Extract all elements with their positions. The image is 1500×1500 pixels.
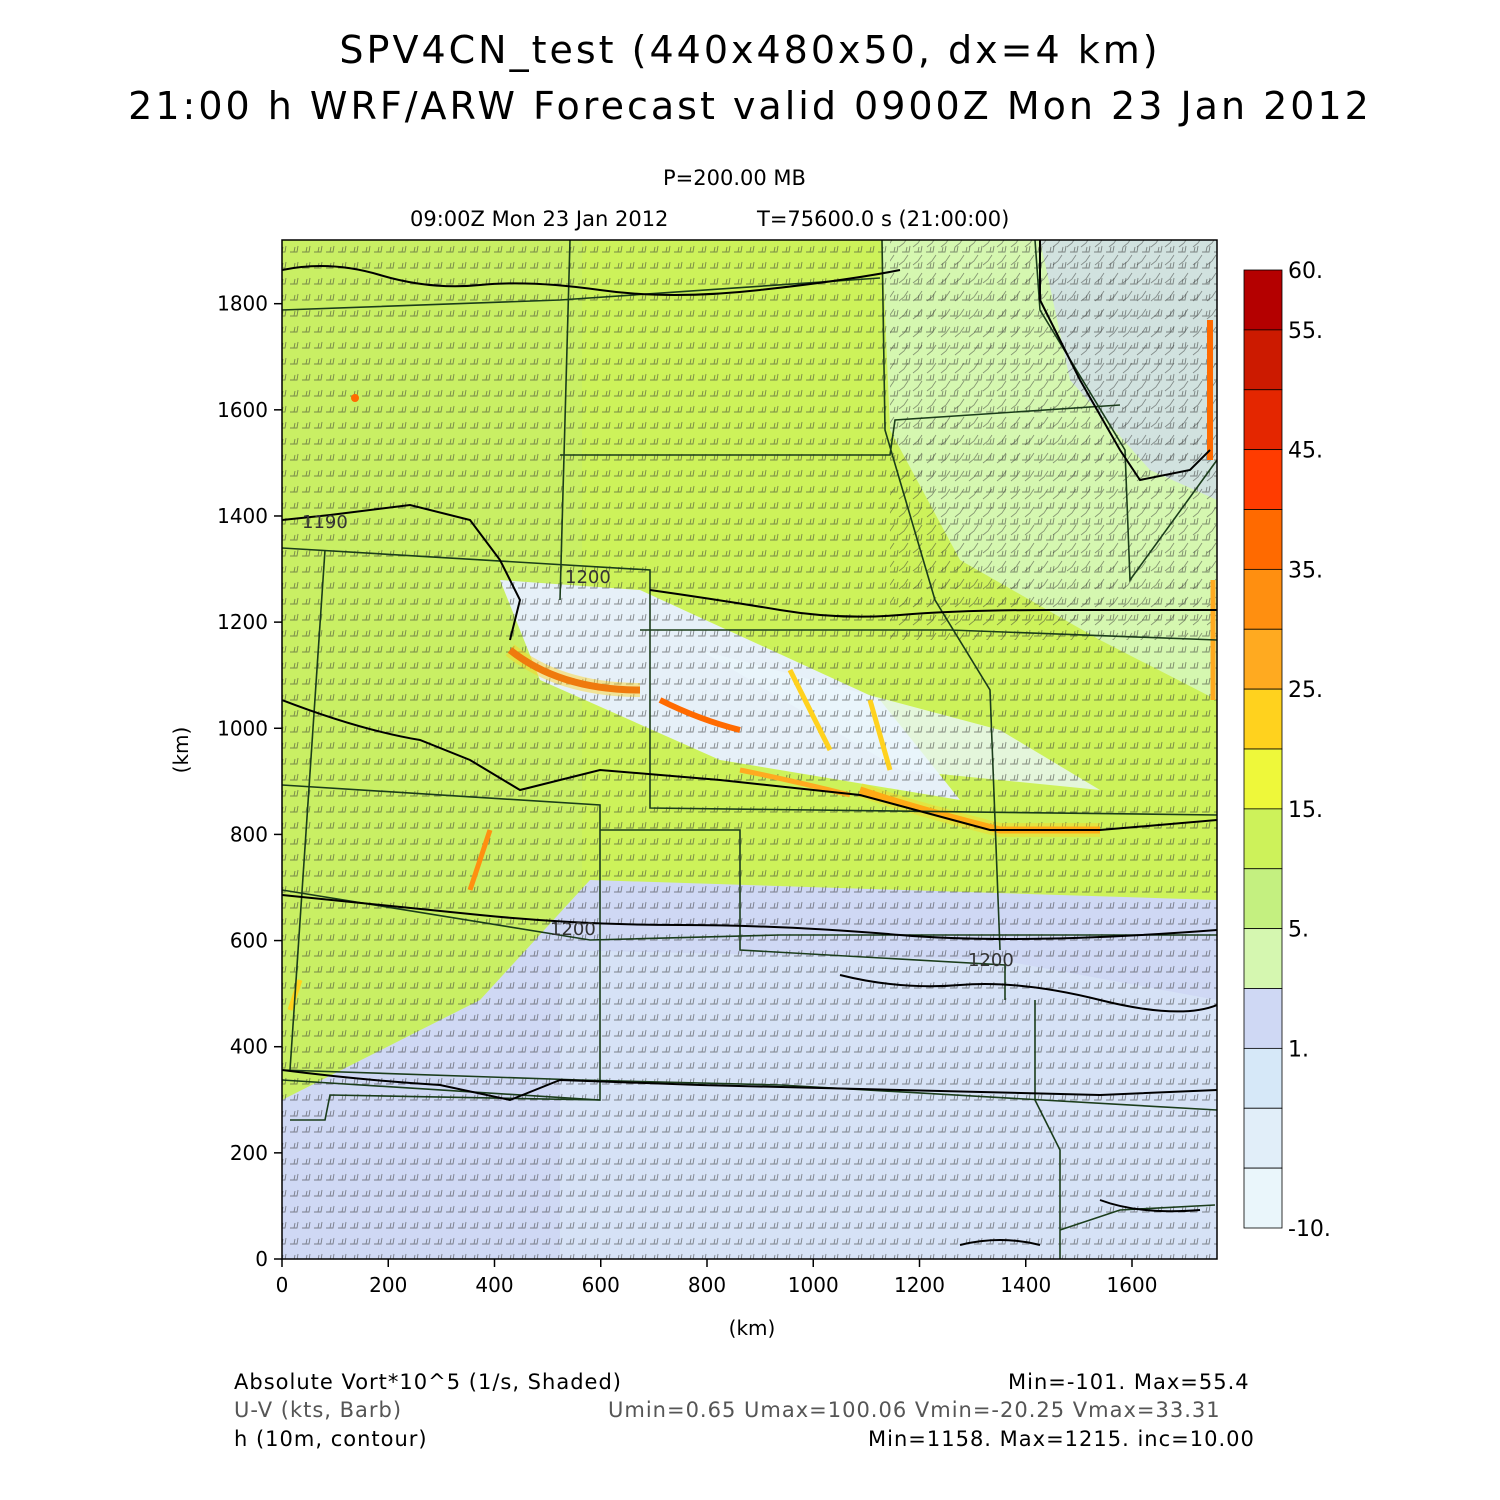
x-tick-label: 200 <box>369 1273 407 1297</box>
colorbar-swatch <box>1243 808 1283 870</box>
y-axis: 0 200 400 600 800 1000 1200 1400 1600 1800 <box>217 292 282 1271</box>
colorbar-labels: 60. 55. 45. 35. 25. 15. 5. 1. -10. <box>1288 259 1331 1242</box>
colorbar-label: 45. <box>1288 439 1323 464</box>
colorbar-swatch <box>1243 1107 1283 1169</box>
colorbar-swatch <box>1243 868 1283 930</box>
colorbar-label: 35. <box>1288 558 1323 583</box>
legend-stats-wind: Umin=0.65 Umax=100.06 Vmin=-20.25 Vmax=3… <box>608 1398 1221 1422</box>
legend-stats-vorticity: Min=-101. Max=55.4 <box>1008 1370 1250 1394</box>
y-tick-label: 1600 <box>217 398 268 422</box>
colorbar-swatch <box>1243 628 1283 690</box>
colorbar-swatch <box>1243 1167 1283 1229</box>
legend-field-vorticity: Absolute Vort*10^5 (1/s, Shaded) <box>234 1370 622 1394</box>
y-axis-label: (km) <box>169 727 193 774</box>
colorbar-swatch <box>1243 928 1283 989</box>
plot-frame <box>281 239 1218 1260</box>
colorbar-swatch <box>1243 748 1283 810</box>
colorbar-swatch <box>1243 988 1283 1049</box>
y-tick-label: 800 <box>230 822 268 846</box>
y-tick-label: 0 <box>255 1247 268 1271</box>
x-tick-label: 0 <box>276 1273 289 1297</box>
contour-label: 1200 <box>550 919 596 940</box>
vorticity-field <box>282 240 1217 1259</box>
y-tick-label: 1800 <box>217 292 268 316</box>
title-line-2: 21:00 h WRF/ARW Forecast valid 0900Z Mon… <box>128 84 1372 128</box>
colorbar-label: 15. <box>1288 798 1323 823</box>
colorbar-label: 60. <box>1288 259 1323 284</box>
valid-time: 09:00Z Mon 23 Jan 2012 <box>410 207 669 231</box>
x-tick-label: 1600 <box>1107 1273 1158 1297</box>
colorbar-swatch <box>1243 329 1283 391</box>
x-axis: 0 200 400 600 800 1000 1200 1400 1600 <box>276 1259 1158 1297</box>
legend-field-wind: U-V (kts, Barb) <box>234 1398 403 1422</box>
contour-label: 1200 <box>968 950 1014 971</box>
colorbar-swatch <box>1243 449 1283 510</box>
y-tick-label: 1000 <box>217 716 268 740</box>
y-tick-label: 1200 <box>217 610 268 634</box>
title-line-1: SPV4CN_test (440x480x50, dx=4 km) <box>339 28 1161 72</box>
colorbar-label: 5. <box>1288 918 1309 943</box>
colorbar-label: 1. <box>1288 1037 1309 1062</box>
y-tick-label: 1400 <box>217 504 268 528</box>
pressure-level: P=200.00 MB <box>663 166 806 190</box>
contour-label: 1200 <box>565 567 611 588</box>
colorbar <box>1243 269 1283 1229</box>
colorbar-swatch <box>1243 509 1283 570</box>
x-tick-label: 1200 <box>894 1273 945 1297</box>
colorbar-label: 55. <box>1288 319 1323 344</box>
y-tick-label: 400 <box>230 1035 268 1059</box>
legend-stats-height: Min=1158. Max=1215. inc=10.00 <box>868 1427 1255 1451</box>
contour-label: 1190 <box>302 512 348 533</box>
legend-field-height: h (10m, contour) <box>234 1427 428 1451</box>
y-tick-label: 600 <box>230 929 268 953</box>
time-seconds: T=75600.0 s (21:00:00) <box>757 207 1010 231</box>
colorbar-swatch <box>1243 688 1283 750</box>
colorbar-swatch <box>1243 1047 1283 1109</box>
x-tick-label: 600 <box>582 1273 620 1297</box>
x-axis-label: (km) <box>729 1316 776 1340</box>
colorbar-label: -10. <box>1288 1217 1331 1242</box>
colorbar-label: 25. <box>1288 678 1323 703</box>
height-contours <box>282 240 1217 1246</box>
colorbar-swatch <box>1243 269 1283 331</box>
x-tick-label: 1400 <box>1000 1273 1051 1297</box>
x-tick-label: 1000 <box>788 1273 839 1297</box>
state-borders <box>282 240 1217 1259</box>
y-tick-label: 200 <box>230 1141 268 1165</box>
colorbar-swatch <box>1243 389 1283 451</box>
colorbar-swatch <box>1243 568 1283 630</box>
x-tick-label: 800 <box>688 1273 726 1297</box>
x-tick-label: 400 <box>475 1273 513 1297</box>
